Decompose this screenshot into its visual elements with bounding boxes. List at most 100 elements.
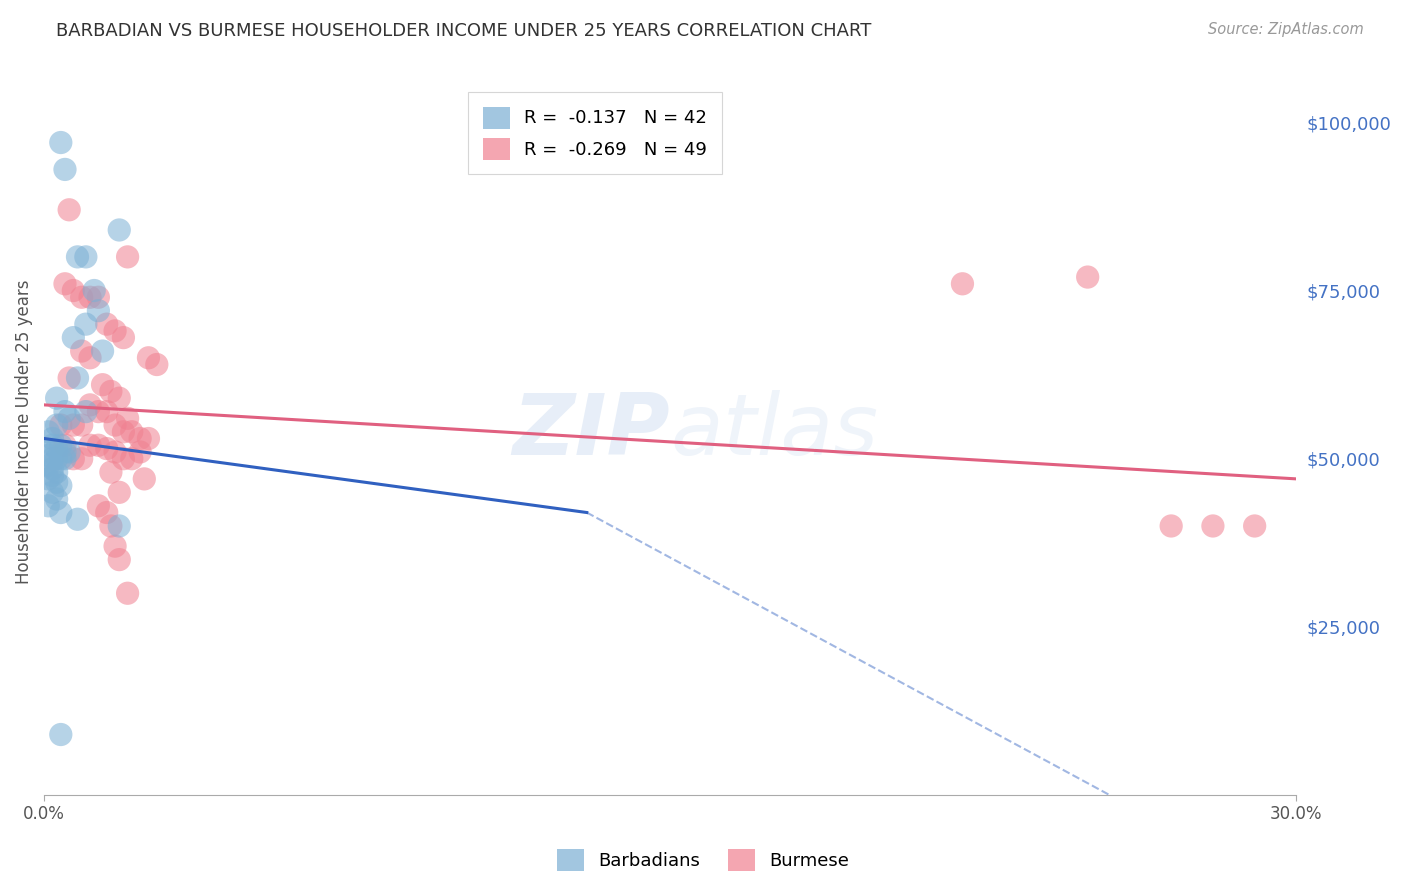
Text: Source: ZipAtlas.com: Source: ZipAtlas.com xyxy=(1208,22,1364,37)
Point xyxy=(104,539,127,553)
Point xyxy=(117,586,139,600)
Point xyxy=(58,202,80,217)
Point xyxy=(41,462,63,476)
Point xyxy=(96,442,118,456)
Point xyxy=(87,404,110,418)
Point xyxy=(45,418,67,433)
Point xyxy=(83,284,105,298)
Point xyxy=(66,371,89,385)
Point xyxy=(138,351,160,365)
Point xyxy=(134,472,156,486)
Point xyxy=(108,519,131,533)
Point xyxy=(62,330,84,344)
Point xyxy=(108,485,131,500)
Point xyxy=(104,324,127,338)
Point xyxy=(58,411,80,425)
Point xyxy=(53,445,76,459)
Point xyxy=(37,448,59,462)
Point xyxy=(45,391,67,405)
Point xyxy=(41,468,63,483)
Point xyxy=(87,290,110,304)
Point xyxy=(108,391,131,405)
Point xyxy=(1202,519,1225,533)
Point xyxy=(45,475,67,490)
Point xyxy=(100,465,122,479)
Y-axis label: Householder Income Under 25 years: Householder Income Under 25 years xyxy=(15,279,32,584)
Point xyxy=(1243,519,1265,533)
Point xyxy=(70,418,93,433)
Point xyxy=(45,442,67,456)
Point xyxy=(66,512,89,526)
Point xyxy=(66,250,89,264)
Point xyxy=(117,250,139,264)
Point xyxy=(112,330,135,344)
Point xyxy=(41,432,63,446)
Point xyxy=(108,552,131,566)
Point xyxy=(146,358,169,372)
Point xyxy=(112,425,135,439)
Point xyxy=(1077,270,1099,285)
Text: BARBADIAN VS BURMESE HOUSEHOLDER INCOME UNDER 25 YEARS CORRELATION CHART: BARBADIAN VS BURMESE HOUSEHOLDER INCOME … xyxy=(56,22,872,40)
Point xyxy=(70,344,93,359)
Point xyxy=(58,371,80,385)
Point xyxy=(58,445,80,459)
Point xyxy=(53,277,76,291)
Point xyxy=(49,136,72,150)
Point xyxy=(37,472,59,486)
Point xyxy=(41,485,63,500)
Point xyxy=(91,344,114,359)
Point xyxy=(75,404,97,418)
Point xyxy=(87,499,110,513)
Point xyxy=(129,432,152,446)
Text: ZIP: ZIP xyxy=(513,391,671,474)
Point xyxy=(62,451,84,466)
Point xyxy=(100,384,122,399)
Point xyxy=(49,478,72,492)
Point xyxy=(79,398,101,412)
Point xyxy=(49,506,72,520)
Point xyxy=(75,317,97,331)
Point xyxy=(53,451,76,466)
Point xyxy=(112,451,135,466)
Point xyxy=(53,404,76,418)
Point xyxy=(87,438,110,452)
Point xyxy=(45,491,67,506)
Legend: Barbadians, Burmese: Barbadians, Burmese xyxy=(550,842,856,879)
Point xyxy=(37,425,59,439)
Point xyxy=(129,445,152,459)
Point xyxy=(87,303,110,318)
Point xyxy=(49,438,72,452)
Point xyxy=(79,438,101,452)
Point xyxy=(37,458,59,473)
Point xyxy=(96,506,118,520)
Point xyxy=(104,418,127,433)
Text: atlas: atlas xyxy=(671,391,879,474)
Point xyxy=(75,250,97,264)
Legend: R =  -0.137   N = 42, R =  -0.269   N = 49: R = -0.137 N = 42, R = -0.269 N = 49 xyxy=(468,92,721,174)
Point xyxy=(49,727,72,741)
Point xyxy=(121,425,143,439)
Point xyxy=(952,277,974,291)
Point xyxy=(121,451,143,466)
Point xyxy=(79,290,101,304)
Point xyxy=(117,411,139,425)
Point xyxy=(45,465,67,479)
Point xyxy=(1160,519,1182,533)
Point xyxy=(138,432,160,446)
Point xyxy=(70,451,93,466)
Point xyxy=(49,418,72,433)
Point xyxy=(70,290,93,304)
Point xyxy=(108,223,131,237)
Point xyxy=(45,451,67,466)
Point xyxy=(53,162,76,177)
Point xyxy=(53,438,76,452)
Point xyxy=(96,404,118,418)
Point xyxy=(49,451,72,466)
Point xyxy=(37,499,59,513)
Point xyxy=(91,377,114,392)
Point xyxy=(62,418,84,433)
Point xyxy=(41,451,63,466)
Point xyxy=(96,317,118,331)
Point xyxy=(41,438,63,452)
Point xyxy=(79,351,101,365)
